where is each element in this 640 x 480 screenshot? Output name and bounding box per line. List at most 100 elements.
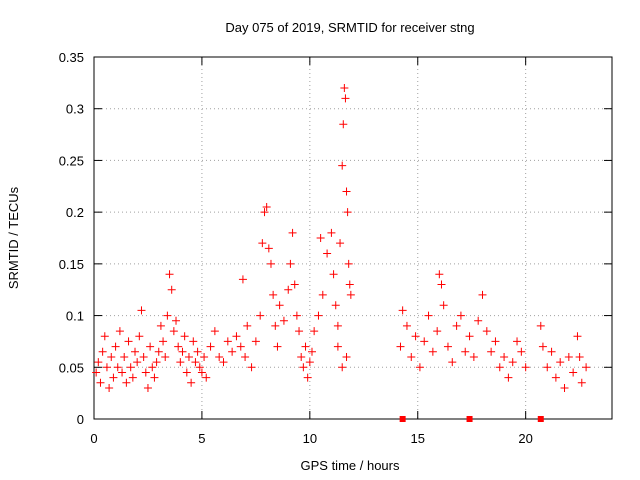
data-point <box>310 327 319 336</box>
data-point <box>338 161 347 170</box>
data-point <box>96 378 105 387</box>
data-point <box>122 378 131 387</box>
data-point <box>538 342 547 351</box>
data-point <box>295 327 304 336</box>
data-point <box>137 306 146 315</box>
data-point <box>521 363 530 372</box>
data-point <box>341 94 350 103</box>
data-point <box>469 352 478 361</box>
zero-marker <box>399 416 406 422</box>
data-point <box>251 337 260 346</box>
data-point <box>264 244 273 253</box>
data-point <box>517 347 526 356</box>
data-point <box>191 358 200 367</box>
data-point <box>303 373 312 382</box>
data-point <box>271 321 280 330</box>
data-point <box>448 358 457 367</box>
x-axis-label: GPS time / hours <box>301 458 400 473</box>
data-point <box>152 358 161 367</box>
data-point <box>582 363 591 372</box>
data-point <box>256 311 265 320</box>
data-point <box>443 342 452 351</box>
data-point <box>314 311 323 320</box>
data-point <box>551 373 560 382</box>
data-point <box>279 316 288 325</box>
data-point <box>543 363 552 372</box>
data-point <box>154 347 163 356</box>
x-tick-label: 15 <box>411 431 425 446</box>
zero-marker <box>537 416 544 422</box>
data-point <box>150 373 159 382</box>
data-point <box>491 337 500 346</box>
data-point <box>266 259 275 268</box>
data-point <box>560 383 569 392</box>
data-point <box>135 332 144 341</box>
data-point <box>133 358 142 367</box>
data-point <box>113 363 122 372</box>
data-point <box>243 321 252 330</box>
data-point <box>461 347 470 356</box>
data-point <box>345 280 354 289</box>
data-point <box>128 373 137 382</box>
data-point <box>236 342 245 351</box>
data-point <box>172 316 181 325</box>
data-point <box>180 332 189 341</box>
zero-markers <box>399 416 544 422</box>
data-point <box>202 373 211 382</box>
grid <box>94 57 612 419</box>
data-point <box>329 270 338 279</box>
data-point <box>165 270 174 279</box>
data-point <box>178 347 187 356</box>
data-point <box>465 332 474 341</box>
data-point <box>338 363 347 372</box>
data-point <box>439 301 448 310</box>
data-point <box>569 368 578 377</box>
data-point <box>100 332 109 341</box>
data-point <box>339 120 348 129</box>
data-point <box>495 363 504 372</box>
data-point <box>474 316 483 325</box>
data-point <box>343 208 352 217</box>
data-point <box>327 228 336 237</box>
data-point <box>189 337 198 346</box>
data-point <box>262 202 271 211</box>
data-point <box>169 327 178 336</box>
data-point <box>336 239 345 248</box>
data-point <box>577 378 586 387</box>
data-point <box>156 321 165 330</box>
data-point <box>437 280 446 289</box>
y-tick-label: 0.05 <box>59 360 84 375</box>
x-tick-label: 5 <box>198 431 205 446</box>
data-point <box>206 342 215 351</box>
data-point <box>500 352 509 361</box>
data-point <box>290 280 299 289</box>
data-point <box>159 337 168 346</box>
zero-marker <box>466 416 473 422</box>
data-point <box>182 368 191 377</box>
data-point <box>109 373 118 382</box>
data-point <box>148 363 157 372</box>
data-point <box>126 363 135 372</box>
data-point <box>94 358 103 367</box>
data-point <box>184 352 193 361</box>
data-point <box>195 363 204 372</box>
data-point <box>415 363 424 372</box>
data-point <box>163 311 172 320</box>
data-point <box>340 84 349 93</box>
plot-frame <box>93 56 613 420</box>
data-point <box>420 337 429 346</box>
data-point <box>167 285 176 294</box>
data-point <box>98 347 107 356</box>
data-point <box>402 321 411 330</box>
data-point <box>120 352 129 361</box>
chart-title: Day 075 of 2019, SRMTID for receiver stn… <box>225 20 474 35</box>
data-point <box>487 347 496 356</box>
data-point <box>187 378 196 387</box>
axes-ticks: 0 0.05 0.1 0.15 0.2 0.25 0.3 0.35 0 5 10 15 20 <box>59 50 612 446</box>
y-tick-label: 0.2 <box>66 205 84 220</box>
data-point <box>143 383 152 392</box>
data-point <box>411 332 420 341</box>
data-point <box>435 270 444 279</box>
data-point <box>556 358 565 367</box>
